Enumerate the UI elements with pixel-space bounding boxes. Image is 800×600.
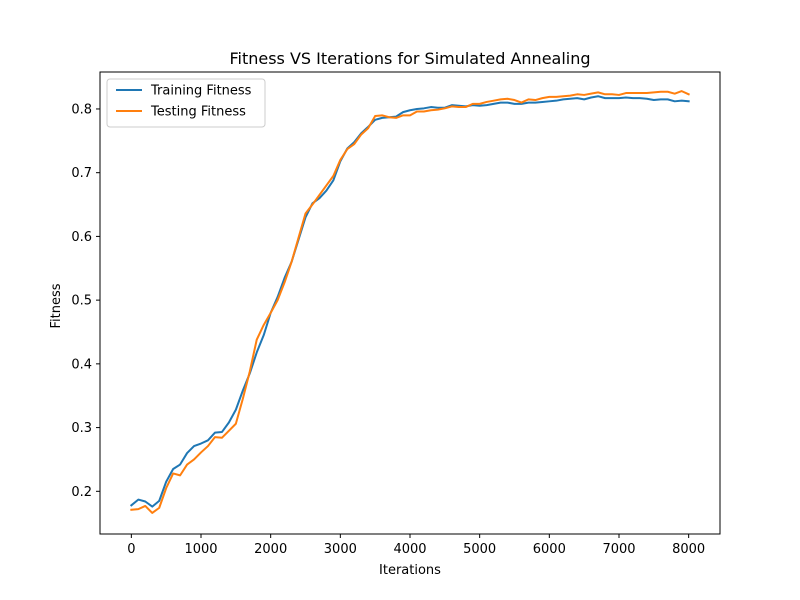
- x-tick-label: 6000: [533, 542, 566, 557]
- y-tick-label: 0.2: [71, 485, 92, 500]
- x-tick-label: 8000: [672, 542, 705, 557]
- x-tick-label: 1000: [184, 542, 217, 557]
- y-tick-label: 0.8: [71, 102, 92, 117]
- legend: Training Fitness Testing Fitness: [106, 78, 266, 128]
- chart-title: Fitness VS Iterations for Simulated Anne…: [229, 49, 590, 68]
- x-tick-label: 4000: [393, 542, 426, 557]
- y-tick-label: 0.7: [71, 166, 92, 181]
- y-tick-label: 0.4: [71, 357, 92, 372]
- y-tick-label: 0.5: [71, 294, 92, 309]
- x-axis-label: Iterations: [379, 563, 441, 578]
- legend-label: Training Fitness: [150, 84, 252, 99]
- legend-box: [106, 78, 266, 128]
- legend-label: Testing Fitness: [150, 105, 246, 120]
- x-tick-label: 5000: [463, 542, 496, 557]
- x-tick-label: 2000: [254, 542, 287, 557]
- x-tick-label: 3000: [324, 542, 357, 557]
- x-tick-label: 7000: [602, 542, 635, 557]
- y-tick-label: 0.3: [71, 421, 92, 436]
- y-tick-label: 0.6: [71, 230, 92, 245]
- series-line-1: [130, 90, 690, 514]
- x-tick-label: 0: [127, 542, 135, 557]
- plot-area: 0 1000 2000 3000 4000 5000 6000 7000 8000 0.2 0.3 0…: [71, 71, 721, 557]
- series-line-0: [129, 95, 690, 508]
- y-axis-label: Fitness: [49, 283, 64, 328]
